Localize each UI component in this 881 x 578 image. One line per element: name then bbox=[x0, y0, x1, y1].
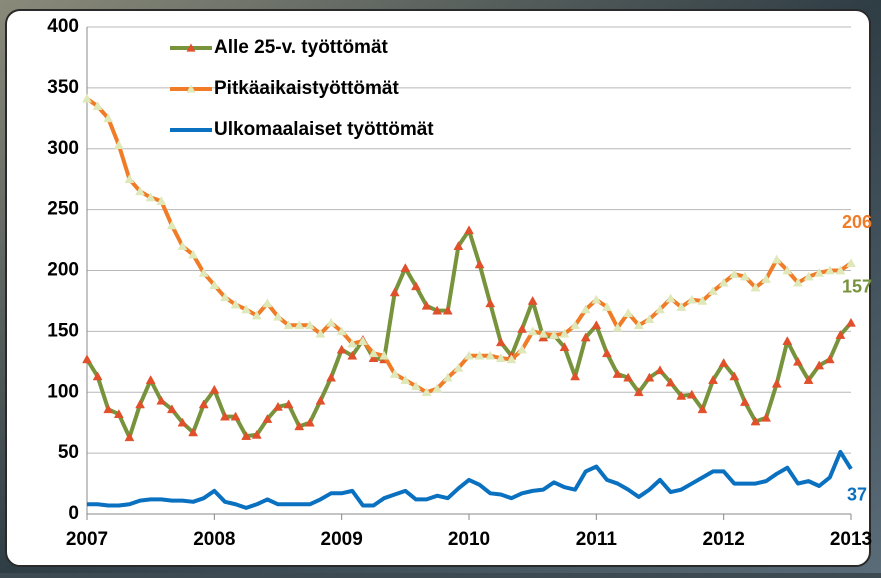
y-tick-label: 200 bbox=[47, 260, 79, 281]
y-tick-label: 350 bbox=[47, 77, 79, 98]
y-tick-label: 300 bbox=[47, 138, 79, 159]
x-tick-label: 2012 bbox=[703, 529, 745, 550]
y-tick-label: 250 bbox=[47, 199, 79, 220]
legend-label: Ulkomaalaiset työttömät bbox=[214, 119, 434, 140]
legend-label: Pitkäaikaistyöttömät bbox=[214, 78, 399, 99]
y-tick-label: 400 bbox=[47, 16, 79, 37]
end-value-label: 206 bbox=[842, 212, 872, 232]
y-tick-label: 50 bbox=[58, 442, 79, 463]
x-tick-label: 2010 bbox=[448, 529, 490, 550]
x-tick-label: 2007 bbox=[66, 529, 108, 550]
end-value-label: 37 bbox=[847, 485, 867, 505]
chart: 0 50 100 150 200 250 300 350 400 2007 2008 2009 2010… bbox=[0, 0, 881, 573]
y-tick-label: 100 bbox=[47, 381, 79, 402]
legend-label: Alle 25-v. työttömät bbox=[214, 37, 389, 58]
end-value-label: 157 bbox=[842, 277, 872, 297]
y-tick-label: 0 bbox=[68, 503, 79, 524]
y-tick-label: 150 bbox=[47, 320, 79, 341]
x-tick-label: 2008 bbox=[193, 529, 235, 550]
x-tick-label: 2009 bbox=[321, 529, 363, 550]
x-tick-label: 2011 bbox=[576, 529, 618, 550]
x-tick-label: 2013 bbox=[830, 529, 872, 550]
